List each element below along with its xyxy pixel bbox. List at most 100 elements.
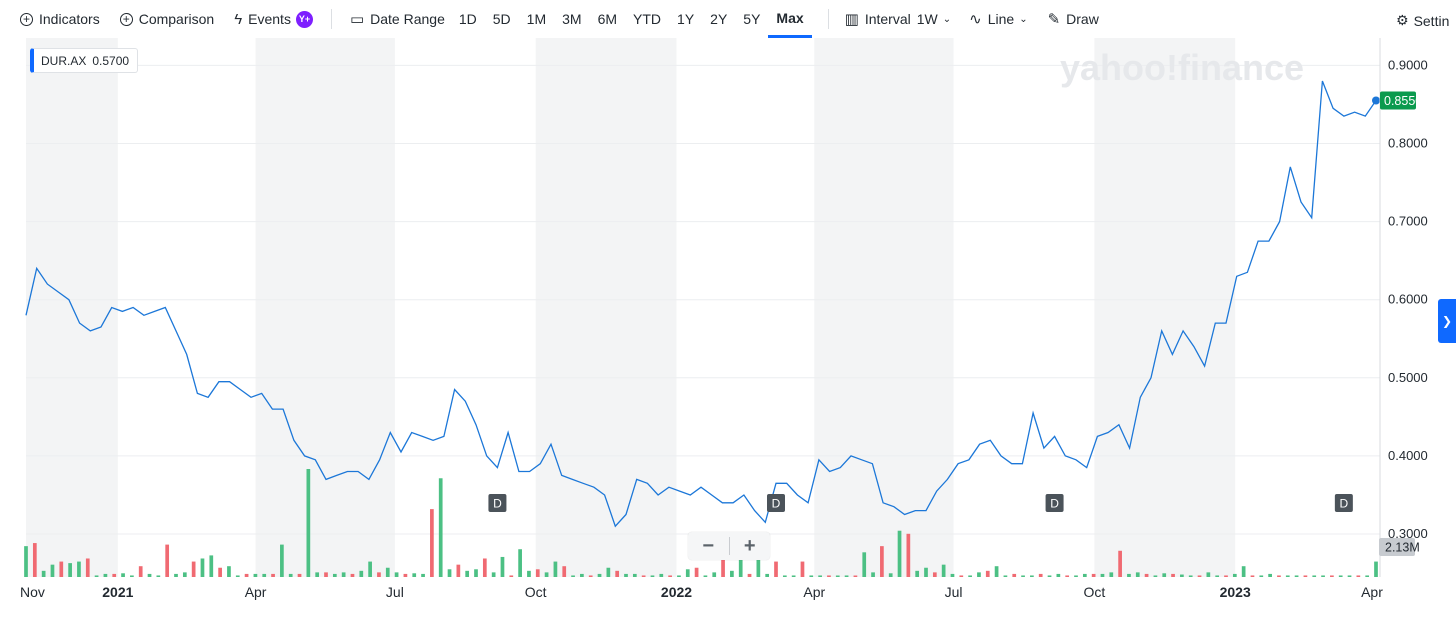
range-tab-2y[interactable]: 2Y	[710, 11, 728, 27]
price-series	[25, 80, 1380, 528]
volume-bar	[941, 564, 946, 577]
y-tick-label: 0.9000	[1388, 57, 1428, 72]
settings-button[interactable]: ⚙ Settin	[1396, 12, 1449, 29]
series-legend[interactable]: DUR.AX 0.5700	[30, 48, 139, 73]
volume-bar	[906, 533, 911, 577]
volume-bar	[191, 561, 196, 577]
y-tick-label: 0.8000	[1388, 135, 1428, 150]
volume-bar	[915, 570, 920, 577]
volume-bar	[1153, 575, 1158, 577]
range-tab-max[interactable]: Max	[768, 0, 812, 38]
volume-bar	[1056, 573, 1061, 577]
zoom-out-button[interactable]: −	[702, 535, 715, 557]
x-tick-label: 2021	[102, 584, 133, 600]
volume-bar	[527, 570, 531, 577]
interval-label: Interval	[864, 11, 911, 27]
legend-symbol: DUR.AX	[41, 53, 87, 68]
volume-bar	[1074, 575, 1078, 577]
volume-bar	[262, 573, 267, 577]
range-tab-3m[interactable]: 3M	[562, 11, 582, 27]
events-button[interactable]: ϟ Events Y+	[234, 10, 313, 28]
volume-bar	[324, 572, 328, 577]
x-tick-label: Apr	[803, 584, 825, 600]
volume-bar	[1188, 575, 1193, 577]
volume-bar	[24, 546, 28, 577]
volume-bar	[77, 561, 81, 577]
volume-bar	[968, 575, 972, 577]
comparison-button[interactable]: + Comparison	[119, 11, 214, 27]
volume-bar	[782, 575, 787, 577]
range-tab-1m[interactable]: 1M	[526, 11, 547, 27]
range-tab-1y[interactable]: 1Y	[677, 11, 695, 27]
dividend-marker	[1334, 494, 1353, 512]
volume-bar	[482, 558, 487, 577]
volume-bar	[606, 567, 611, 577]
y-tick-label: 0.3000	[1388, 526, 1428, 541]
toolbar-divider	[330, 9, 332, 29]
shaded-band	[814, 38, 954, 577]
volume-bar	[209, 555, 214, 577]
volume-bar	[1277, 575, 1281, 577]
volume-bar	[1091, 573, 1096, 577]
volume-bar	[280, 544, 284, 577]
expand-panel-button[interactable]: ❯	[1438, 299, 1456, 343]
volume-bar	[385, 567, 390, 577]
volume-bar	[818, 575, 822, 577]
volume-bar	[1021, 575, 1025, 577]
range-tab-ytd[interactable]: YTD	[633, 11, 662, 27]
lightning-icon: ϟ	[234, 10, 243, 28]
range-tab-5y[interactable]: 5Y	[743, 11, 761, 27]
volume-bar	[465, 570, 470, 577]
draw-button[interactable]: ✎ Draw	[1048, 11, 1099, 27]
x-tick-label: Nov	[20, 584, 45, 600]
volume-bar	[200, 558, 205, 577]
volume-bar	[456, 564, 461, 577]
volume-bar	[1135, 572, 1140, 577]
x-tick-label: 2022	[661, 584, 692, 600]
volume-bar	[1330, 575, 1334, 577]
volume-bar	[1197, 575, 1202, 577]
volume-bar	[491, 572, 496, 577]
volume-bar	[288, 573, 293, 577]
last-price-dot	[1372, 96, 1380, 105]
date-range-button[interactable]: ▭ Date Range	[350, 11, 445, 27]
volume-bar	[650, 575, 655, 577]
indicators-button[interactable]: + Indicators	[20, 11, 100, 27]
zoom-in-button[interactable]: +	[743, 535, 756, 557]
volume-bar	[1171, 573, 1175, 577]
volume-bar	[1347, 575, 1352, 577]
volume-bar	[730, 570, 734, 577]
volume-bar	[535, 569, 540, 577]
range-tabs: 1D 5D 1M 3M 6M YTD 1Y 2Y 5Y Max	[451, 0, 812, 38]
volume-bar	[121, 573, 125, 577]
range-tab-6m[interactable]: 6M	[597, 11, 618, 27]
volume-bar	[1038, 573, 1043, 577]
volume-bar	[1338, 575, 1343, 577]
chart-type-dropdown[interactable]: ∿ Line ⌄	[969, 11, 1027, 27]
x-tick-label: Oct	[525, 584, 547, 600]
zoom-divider	[728, 537, 730, 555]
chevron-right-icon: ❯	[1441, 314, 1453, 328]
price-line	[25, 80, 1377, 528]
range-tab-5d[interactable]: 5D	[492, 11, 511, 27]
interval-dropdown[interactable]: ▥ Interval 1W ⌄	[845, 11, 952, 27]
volume-bar	[235, 575, 240, 577]
volume-bar	[924, 567, 928, 577]
volume-bar	[1321, 575, 1325, 577]
volume-bar	[977, 572, 981, 577]
settings-label: Settin	[1413, 12, 1450, 29]
volume-bar	[1241, 566, 1246, 577]
volume-bar	[580, 573, 584, 577]
volume-bar	[227, 566, 231, 577]
range-tab-1d[interactable]: 1D	[458, 11, 477, 27]
volume-bar	[871, 572, 875, 577]
x-axis: Nov 2021 Apr Jul Oct 2022 Apr Jul Oct 2023 Apr	[20, 584, 1383, 600]
x-tick-label: Jul	[945, 584, 963, 600]
x-tick-label: Oct	[1083, 584, 1105, 600]
x-tick-label: 2023	[1220, 584, 1251, 600]
volume-bar	[809, 575, 814, 577]
volume-bar	[588, 575, 593, 577]
volume-bar	[659, 573, 664, 577]
volume-bar	[500, 556, 505, 577]
